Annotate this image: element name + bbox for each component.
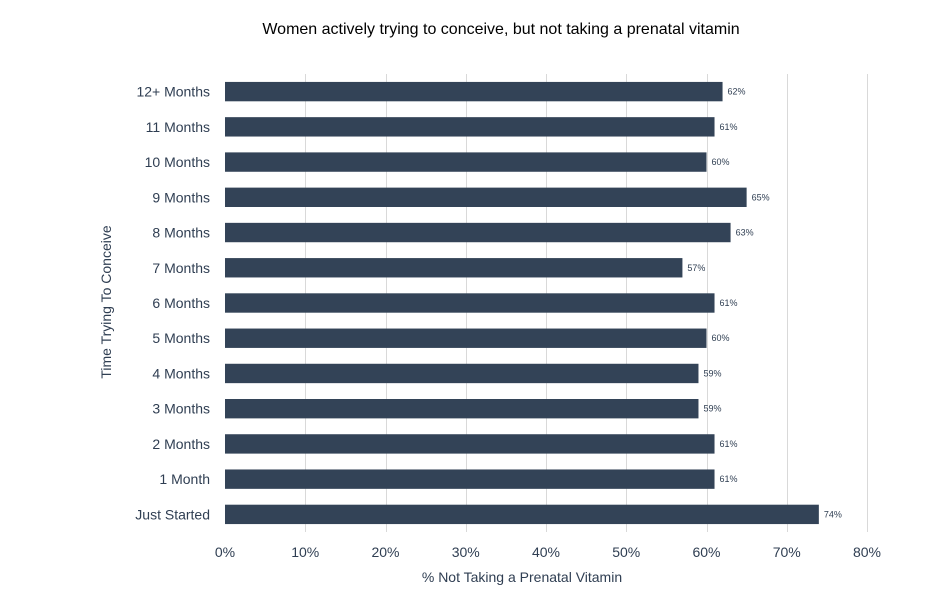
bar-just-started — [225, 504, 819, 525]
bar-7-months — [225, 258, 683, 278]
x-tick-label: 20% — [371, 544, 399, 560]
x-axis-title: % Not Taking a Prenatal Vitamin — [422, 569, 622, 585]
data-label: 61% — [720, 439, 738, 449]
y-axis-title: Time Trying To Conceive — [98, 225, 114, 378]
x-tick-label: 60% — [692, 544, 720, 560]
category-label: 5 Months — [152, 330, 210, 346]
category-label: 3 Months — [152, 401, 210, 417]
data-label: 61% — [720, 474, 738, 484]
chart-title: Women actively trying to conceive, but n… — [262, 21, 739, 38]
x-tick-labels: 0% 10% 20% 30% 40% 50% 60% 70% 80% — [215, 544, 881, 560]
data-label: 65% — [752, 192, 770, 202]
bar-9-months — [225, 187, 747, 207]
bars — [225, 81, 819, 525]
data-label: 61% — [720, 122, 738, 132]
category-label: 7 Months — [152, 260, 210, 276]
data-label: 62% — [728, 87, 746, 97]
x-tick-label: 80% — [853, 544, 881, 560]
category-label: 1 Month — [159, 471, 210, 487]
category-label: 8 Months — [152, 225, 210, 241]
x-tick-label: 40% — [532, 544, 560, 560]
data-label: 59% — [703, 404, 721, 414]
category-label: 12+ Months — [136, 84, 210, 100]
bar-10-months — [225, 152, 707, 172]
data-labels: 62% 61% 60% 65% 63% 57% 61% 60% 59% 59% 61% 61% 74% — [687, 87, 841, 520]
category-label: 4 Months — [152, 365, 210, 381]
category-label: 6 Months — [152, 295, 210, 311]
bar-6-months — [225, 293, 715, 313]
category-labels: 12+ Months 11 Months 10 Months 9 Months 8 Mo… — [135, 84, 210, 523]
category-label: 11 Months — [146, 119, 210, 135]
data-label: 61% — [720, 298, 738, 308]
x-tick-label: 70% — [773, 544, 801, 560]
category-label: 9 Months — [152, 189, 210, 205]
bar-1-month — [225, 469, 715, 489]
x-tick-label: 0% — [215, 544, 235, 560]
category-label: 2 Months — [152, 436, 210, 452]
bar-12-months — [225, 81, 723, 102]
data-label: 59% — [703, 368, 721, 378]
category-label: Just Started — [135, 506, 210, 522]
data-label: 60% — [712, 157, 730, 167]
x-tick-label: 10% — [291, 544, 319, 560]
category-label: 10 Months — [145, 154, 210, 170]
data-label: 57% — [687, 263, 705, 273]
x-tick-label: 30% — [452, 544, 480, 560]
data-label: 63% — [736, 228, 754, 238]
bar-5-months — [225, 328, 707, 348]
data-label: 60% — [712, 333, 730, 343]
data-label: 74% — [824, 509, 842, 519]
bar-4-months — [225, 363, 699, 384]
bar-2-months — [225, 434, 715, 454]
bar-8-months — [225, 222, 731, 243]
x-tick-label: 50% — [612, 544, 640, 560]
bar-3-months — [225, 399, 699, 419]
bar-11-months — [225, 117, 715, 137]
